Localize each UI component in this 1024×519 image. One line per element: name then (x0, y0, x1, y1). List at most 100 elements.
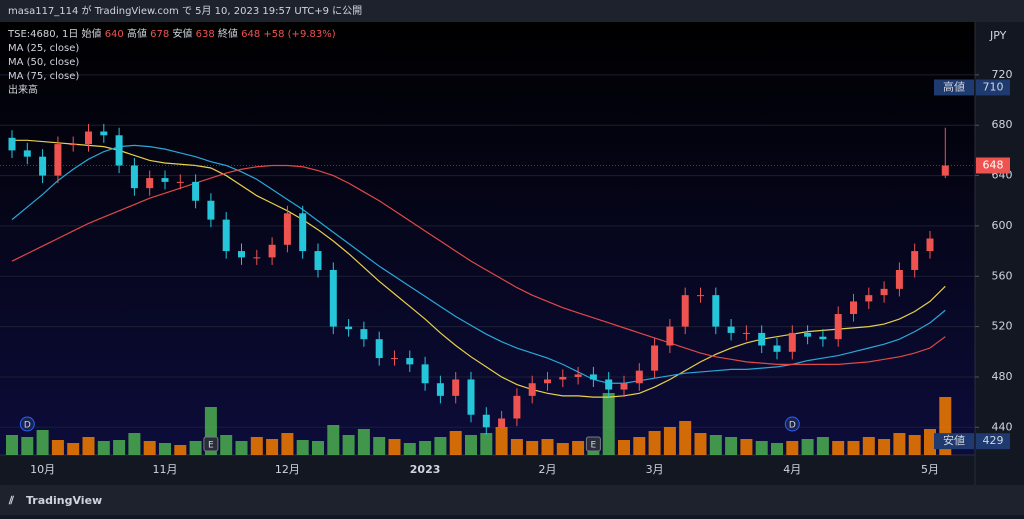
volume-bar (648, 431, 661, 455)
candle-body (421, 364, 429, 384)
price-axis (975, 22, 1024, 485)
legend-item: MA (50, close) (8, 57, 79, 68)
candle-body (391, 358, 398, 360)
candle-body (345, 326, 353, 330)
candle-body (54, 144, 62, 176)
candle-body (651, 345, 659, 371)
marker-label-box (934, 433, 974, 450)
candle-body (605, 379, 613, 390)
legend-item: MA (25, close) (8, 43, 79, 54)
candle-body (238, 251, 245, 258)
candle-body (544, 379, 551, 384)
candle-body (8, 137, 16, 151)
price-label: 710 (983, 80, 1004, 93)
y-tick-label: 520 (992, 320, 1013, 333)
volume-bar (572, 441, 585, 455)
candle-body (758, 332, 766, 346)
x-tick-label: 10月 (30, 463, 55, 476)
candle-body (880, 288, 888, 296)
candle-body (222, 219, 230, 252)
candle-body (253, 257, 261, 259)
event-earnings (585, 436, 601, 452)
candle-body (161, 178, 169, 182)
volume-bar (67, 443, 80, 455)
legend-item: 出来高 (8, 83, 38, 96)
volume-bar (908, 435, 921, 455)
event-label: D (789, 421, 796, 431)
volume-bar (296, 440, 309, 455)
volume-bar (6, 435, 18, 455)
volume-bar (373, 437, 386, 455)
volume-bar (510, 439, 523, 455)
volume-bar (740, 439, 753, 455)
candle-body (39, 156, 47, 176)
volume-bar (220, 435, 233, 455)
candle-body (329, 269, 337, 327)
candle-body (574, 374, 582, 377)
x-tick-label: 11月 (153, 463, 178, 476)
candle-body (773, 345, 781, 352)
y-tick-label: 600 (992, 219, 1013, 232)
footer-bar (0, 485, 1024, 515)
candle-body (727, 326, 735, 333)
legend-row: MA (50, close) (8, 57, 79, 68)
event-dividend (784, 416, 800, 432)
volume-bar (281, 433, 294, 455)
candle-body (192, 181, 200, 201)
volume-bar (128, 433, 141, 455)
volume-bar (862, 437, 875, 455)
legend-item: 始値 (82, 27, 102, 40)
time-axis (0, 455, 975, 485)
y-tick-label: 720 (992, 68, 1013, 81)
volume-bar (541, 439, 554, 455)
candle-body (620, 383, 628, 390)
volume-bar (174, 445, 187, 455)
volume-bar (36, 430, 49, 455)
volume-bar (403, 443, 416, 455)
volume-bar (495, 427, 508, 455)
candle-body (681, 295, 689, 327)
volume-bar (816, 437, 829, 455)
candle-body (788, 332, 796, 352)
candle-body (360, 329, 368, 340)
candle-body (176, 181, 184, 183)
volume-bar (434, 437, 447, 455)
marker-label-box (934, 79, 974, 96)
candle-body (100, 131, 108, 136)
currency: JPY (989, 29, 1007, 42)
volume-bar (250, 437, 263, 455)
marker-label: 高値 (943, 79, 965, 93)
volume-bar (388, 439, 401, 455)
volume-bar (801, 439, 814, 455)
price-label: 429 (983, 434, 1004, 447)
candle-body (452, 379, 460, 396)
candle-body (23, 150, 31, 157)
volume-bar (159, 443, 171, 455)
volume-bar (235, 441, 248, 455)
volume-bar (556, 443, 569, 455)
volume-bar (465, 435, 477, 455)
candle-body (482, 414, 490, 428)
volume-bar (480, 433, 493, 455)
candle-body (69, 144, 77, 146)
candle-body (299, 213, 307, 252)
candle-body (712, 295, 720, 327)
legend-item: +58 (+9.83%) (263, 29, 335, 40)
candle-body (819, 336, 827, 340)
price-box (976, 433, 1010, 450)
candle-body (589, 374, 597, 380)
volume-bar (633, 437, 646, 455)
volume-bar (832, 441, 845, 455)
plot-area (0, 22, 975, 455)
volume-bar (327, 425, 340, 455)
volume-bar (82, 437, 95, 455)
volume-bar (51, 440, 64, 455)
volume-bar (847, 441, 860, 455)
volume-bar (663, 427, 676, 455)
candle-body (895, 269, 903, 289)
candle-body (375, 339, 383, 359)
legend-row: MA (75, close) (8, 71, 79, 82)
event-dividend (19, 416, 35, 432)
legend-row: TSE:4680, 1日 始値 640 高値 678 安値 638 終値 648… (7, 27, 336, 40)
